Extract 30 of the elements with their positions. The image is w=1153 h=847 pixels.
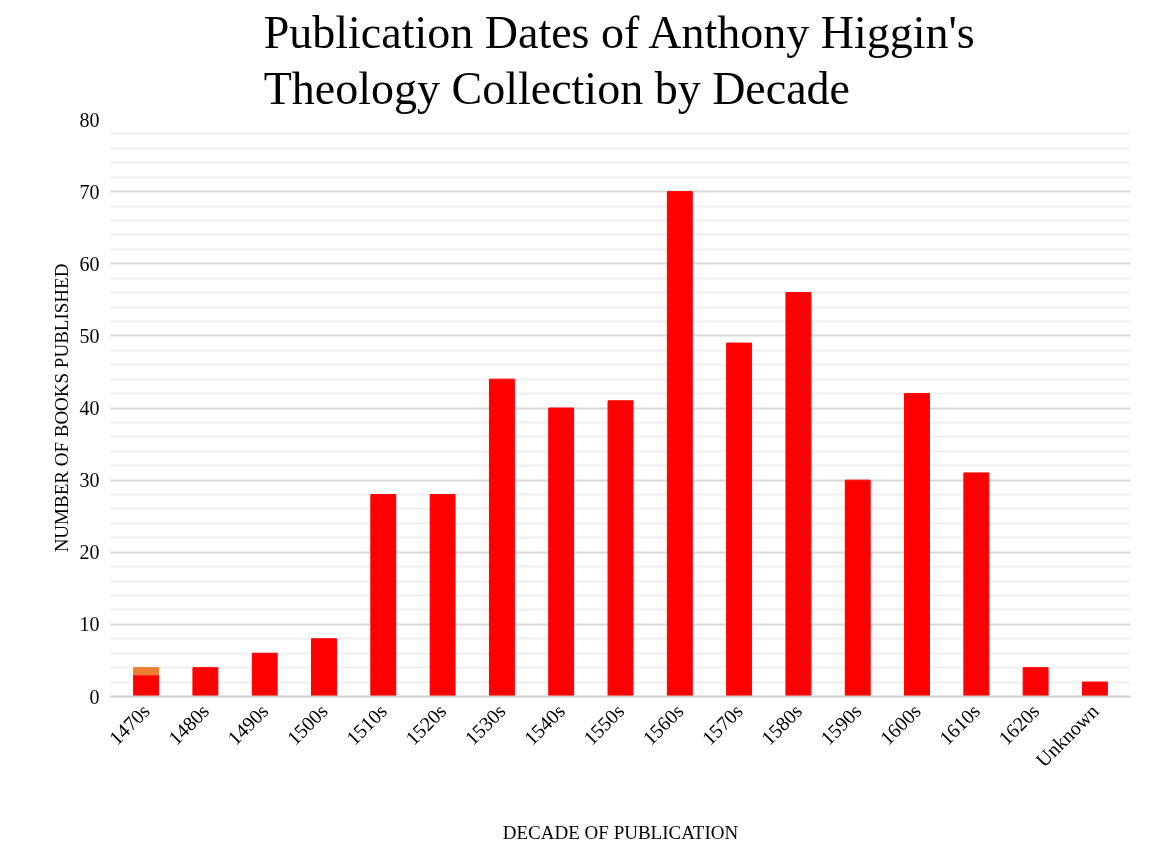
y-tick-label: 40 bbox=[79, 397, 100, 419]
bar bbox=[488, 378, 515, 697]
bar bbox=[1022, 667, 1049, 697]
bar bbox=[904, 393, 930, 697]
y-tick-label: 60 bbox=[79, 252, 100, 275]
bar bbox=[429, 494, 456, 697]
bar bbox=[607, 400, 634, 697]
bar bbox=[844, 479, 871, 697]
y-tick-label: 70 bbox=[79, 180, 100, 203]
bar bbox=[133, 667, 160, 676]
bar bbox=[133, 674, 160, 697]
bar bbox=[726, 342, 753, 697]
y-tick-label: 80 bbox=[79, 108, 100, 131]
y-tick-label: 0 bbox=[89, 685, 100, 708]
y-axis-title: NUMBER OF BOOKS PUBLISHED bbox=[50, 263, 72, 553]
bar bbox=[251, 652, 278, 697]
y-tick-label: 20 bbox=[79, 541, 100, 564]
chart-title: Publication Dates of Anthony Higgin's Theology Collection by Decade bbox=[263, 7, 975, 115]
bar bbox=[963, 472, 990, 697]
bar bbox=[785, 292, 812, 697]
bar bbox=[370, 494, 397, 697]
bar bbox=[1081, 681, 1108, 697]
y-tick-label: 30 bbox=[79, 469, 100, 492]
bar bbox=[666, 191, 693, 697]
y-tick-label: 50 bbox=[79, 324, 100, 347]
bar bbox=[548, 407, 575, 697]
y-tick-label: 10 bbox=[79, 613, 100, 636]
x-axis-title: DECADE OF PUBLICATION bbox=[502, 821, 739, 843]
bar bbox=[192, 667, 219, 697]
bar bbox=[311, 638, 337, 697]
